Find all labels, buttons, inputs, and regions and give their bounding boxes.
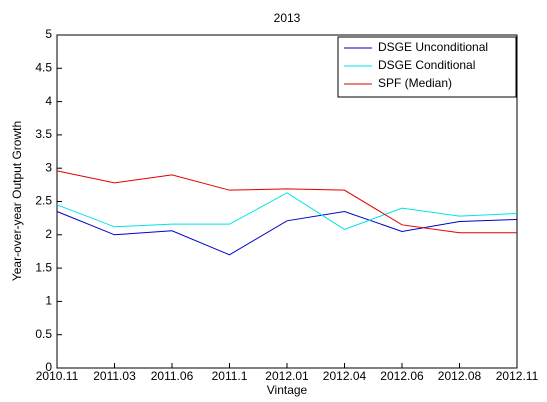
y-tick-label: 0 (45, 360, 52, 374)
x-tick-label: 2012.08 (438, 369, 482, 383)
x-tick-label: 2011.06 (151, 369, 194, 383)
y-axis-label: Year-over-year Output Growth (10, 121, 24, 281)
x-axis-label: Vintage (267, 383, 308, 397)
y-tick-label: 3.5 (35, 127, 52, 141)
y-tick-label: 3 (45, 160, 52, 174)
x-tick-label: 2010.11 (36, 369, 79, 383)
x-tick-label: 2012.11 (496, 369, 539, 383)
y-tick-label: 4.5 (35, 60, 52, 74)
y-tick-label: 1.5 (35, 260, 52, 274)
y-tick-label: 5 (45, 27, 52, 41)
y-tick-label: 2.5 (35, 194, 52, 208)
x-tick-label: 2011.1 (212, 369, 248, 383)
chart-title: 2013 (274, 11, 301, 25)
x-tick-label: 2012.01 (265, 369, 309, 383)
legend-label: SPF (Median) (378, 76, 452, 90)
series-line (56, 192, 518, 231)
x-tick-label: 2012.06 (380, 369, 424, 383)
y-tick-label: 4 (45, 94, 52, 108)
series-line (56, 170, 517, 234)
y-tick-label: 0.5 (35, 327, 52, 341)
x-tick-label: 2012.04 (323, 369, 367, 383)
legend-label: DSGE Conditional (378, 58, 475, 72)
x-tick-label: 2011.03 (93, 369, 136, 383)
y-tick-label: 1 (45, 294, 52, 308)
legend-box (337, 36, 517, 98)
legend-label: DSGE Unconditional (378, 40, 488, 54)
series-line (56, 210, 518, 256)
y-tick-label: 2 (45, 227, 52, 241)
